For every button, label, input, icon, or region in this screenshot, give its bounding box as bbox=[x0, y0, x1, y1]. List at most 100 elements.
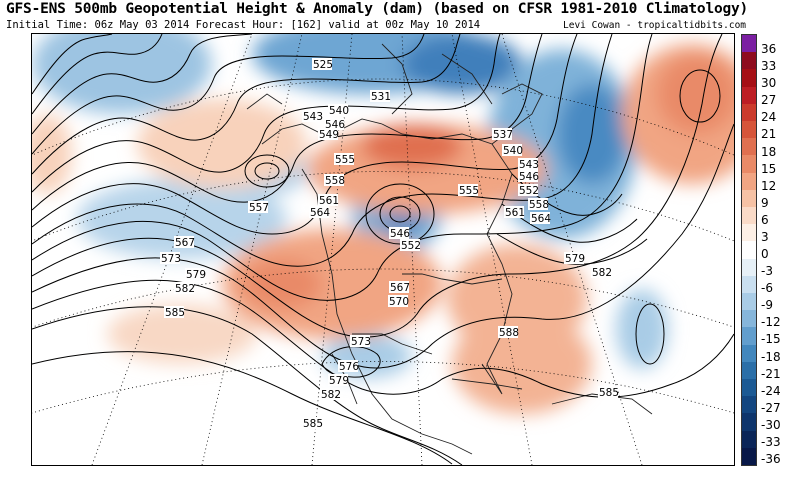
colorbar-segment bbox=[742, 258, 756, 277]
svg-text:582: 582 bbox=[592, 267, 612, 279]
svg-text:561: 561 bbox=[505, 207, 525, 219]
source-credit: Levi Cowan - tropicaltidbits.com bbox=[563, 20, 747, 31]
contour-label: 582 bbox=[174, 282, 195, 295]
colorbar-tick-label: -6 bbox=[761, 281, 773, 296]
anomaly-colorbar bbox=[741, 34, 757, 466]
svg-text:540: 540 bbox=[503, 145, 523, 157]
contour-label: 561 bbox=[504, 206, 525, 219]
contour-label: 540 bbox=[328, 104, 349, 117]
colorbar-segment bbox=[742, 327, 756, 346]
contour-label: 570 bbox=[388, 295, 409, 308]
colorbar-tick-label: 21 bbox=[761, 127, 777, 142]
colorbar-tick-label: 36 bbox=[761, 42, 777, 56]
svg-text:543: 543 bbox=[519, 159, 539, 171]
colorbar-segment bbox=[742, 172, 756, 191]
svg-text:582: 582 bbox=[321, 389, 341, 401]
colorbar-tick-label: -3 bbox=[761, 264, 773, 279]
contour-label: 579 bbox=[328, 374, 349, 387]
contour-label: 579 bbox=[564, 252, 585, 265]
colorbar-segment bbox=[742, 224, 756, 242]
contour-label: 543 bbox=[302, 110, 323, 123]
svg-text:558: 558 bbox=[529, 199, 549, 211]
contour-label: 573 bbox=[350, 335, 371, 348]
colorbar-tick-label: 6 bbox=[761, 212, 769, 227]
colorbar-segment bbox=[742, 35, 756, 53]
colorbar-tick-label: 3 bbox=[761, 229, 769, 244]
colorbar-tick-label: 15 bbox=[761, 161, 777, 176]
colorbar-segment bbox=[742, 155, 756, 174]
colorbar-tick-label: 30 bbox=[761, 76, 777, 91]
colorbar-segment bbox=[742, 310, 756, 328]
svg-text:525: 525 bbox=[313, 59, 333, 71]
colorbar-tick-label: -9 bbox=[761, 298, 773, 313]
contour-label: 576 bbox=[338, 360, 359, 373]
contour-label: 558 bbox=[324, 174, 345, 187]
svg-text:588: 588 bbox=[499, 327, 519, 339]
contour-label: 588 bbox=[498, 326, 519, 339]
contour-label: 582 bbox=[320, 388, 341, 401]
contour-label: 564 bbox=[309, 206, 330, 219]
colorbar-segment bbox=[742, 293, 756, 311]
map-canvas: 525 531 540 543 546 549 555 558 561 564 … bbox=[32, 34, 734, 465]
svg-text:564: 564 bbox=[310, 207, 330, 219]
colorbar-tick-label: -27 bbox=[761, 400, 781, 415]
svg-text:537: 537 bbox=[493, 129, 513, 141]
colorbar-segment bbox=[742, 138, 756, 156]
contour-labels: 525 531 540 543 546 549 555 558 561 564 … bbox=[160, 58, 619, 430]
svg-text:576: 576 bbox=[339, 361, 359, 373]
colorbar-segment bbox=[742, 275, 756, 294]
colorbar-tick-label: 18 bbox=[761, 144, 777, 159]
colorbar-tick-label: -36 bbox=[761, 452, 781, 466]
svg-text:579: 579 bbox=[329, 375, 349, 387]
contour-label: 531 bbox=[370, 90, 391, 103]
colorbar-tick-label: 9 bbox=[761, 195, 769, 210]
svg-text:567: 567 bbox=[175, 237, 195, 249]
colorbar-tick-label: -12 bbox=[761, 315, 781, 330]
colorbar-segment bbox=[742, 121, 756, 139]
contour-label: 567 bbox=[174, 236, 195, 249]
colorbar-segment bbox=[742, 396, 756, 414]
colorbar-segment bbox=[742, 69, 756, 88]
colorbar-segment bbox=[742, 189, 756, 208]
contour-label: 585 bbox=[302, 417, 323, 430]
colorbar-tick-label: 12 bbox=[761, 178, 777, 193]
contour-label: 558 bbox=[528, 198, 549, 211]
svg-text:579: 579 bbox=[565, 253, 585, 265]
svg-text:585: 585 bbox=[303, 418, 323, 430]
colorbar-segment bbox=[742, 86, 756, 105]
contour-label: 540 bbox=[502, 144, 523, 157]
contour-label: 552 bbox=[400, 239, 421, 252]
colorbar-tick-label: 0 bbox=[761, 247, 769, 261]
svg-text:546: 546 bbox=[390, 228, 410, 240]
contour-label: 546 bbox=[518, 170, 539, 183]
svg-text:567: 567 bbox=[390, 282, 410, 294]
colorbar-segment bbox=[742, 207, 756, 225]
colorbar-segment bbox=[742, 361, 756, 380]
svg-text:561: 561 bbox=[319, 195, 339, 207]
contour-label: 555 bbox=[334, 153, 355, 166]
svg-text:570: 570 bbox=[389, 296, 409, 308]
svg-text:543: 543 bbox=[303, 111, 323, 123]
colorbar-segment bbox=[742, 413, 756, 432]
colorbar-tick-label: -33 bbox=[761, 434, 781, 449]
svg-text:549: 549 bbox=[319, 129, 339, 141]
colorbar-segment bbox=[742, 52, 756, 70]
contour-label: 546 bbox=[389, 227, 410, 240]
svg-text:555: 555 bbox=[459, 185, 479, 197]
svg-text:546: 546 bbox=[519, 171, 539, 183]
svg-text:579: 579 bbox=[186, 269, 206, 281]
contour-label: 552 bbox=[518, 184, 539, 197]
svg-text:557: 557 bbox=[249, 202, 269, 214]
svg-text:555: 555 bbox=[335, 154, 355, 166]
svg-text:573: 573 bbox=[351, 336, 371, 348]
colorbar-segment bbox=[742, 430, 756, 449]
contour-label: 525 bbox=[312, 58, 333, 71]
contour-label: 543 bbox=[518, 158, 539, 171]
contour-label: 573 bbox=[160, 252, 181, 265]
colorbar-segment bbox=[742, 103, 756, 122]
chart-subtitle: Initial Time: 06z May 03 2014 Forecast H… bbox=[6, 19, 481, 31]
svg-text:585: 585 bbox=[165, 307, 185, 319]
svg-text:558: 558 bbox=[325, 175, 345, 187]
colorbar-tick-label: -15 bbox=[761, 332, 781, 347]
svg-text:582: 582 bbox=[175, 283, 195, 295]
